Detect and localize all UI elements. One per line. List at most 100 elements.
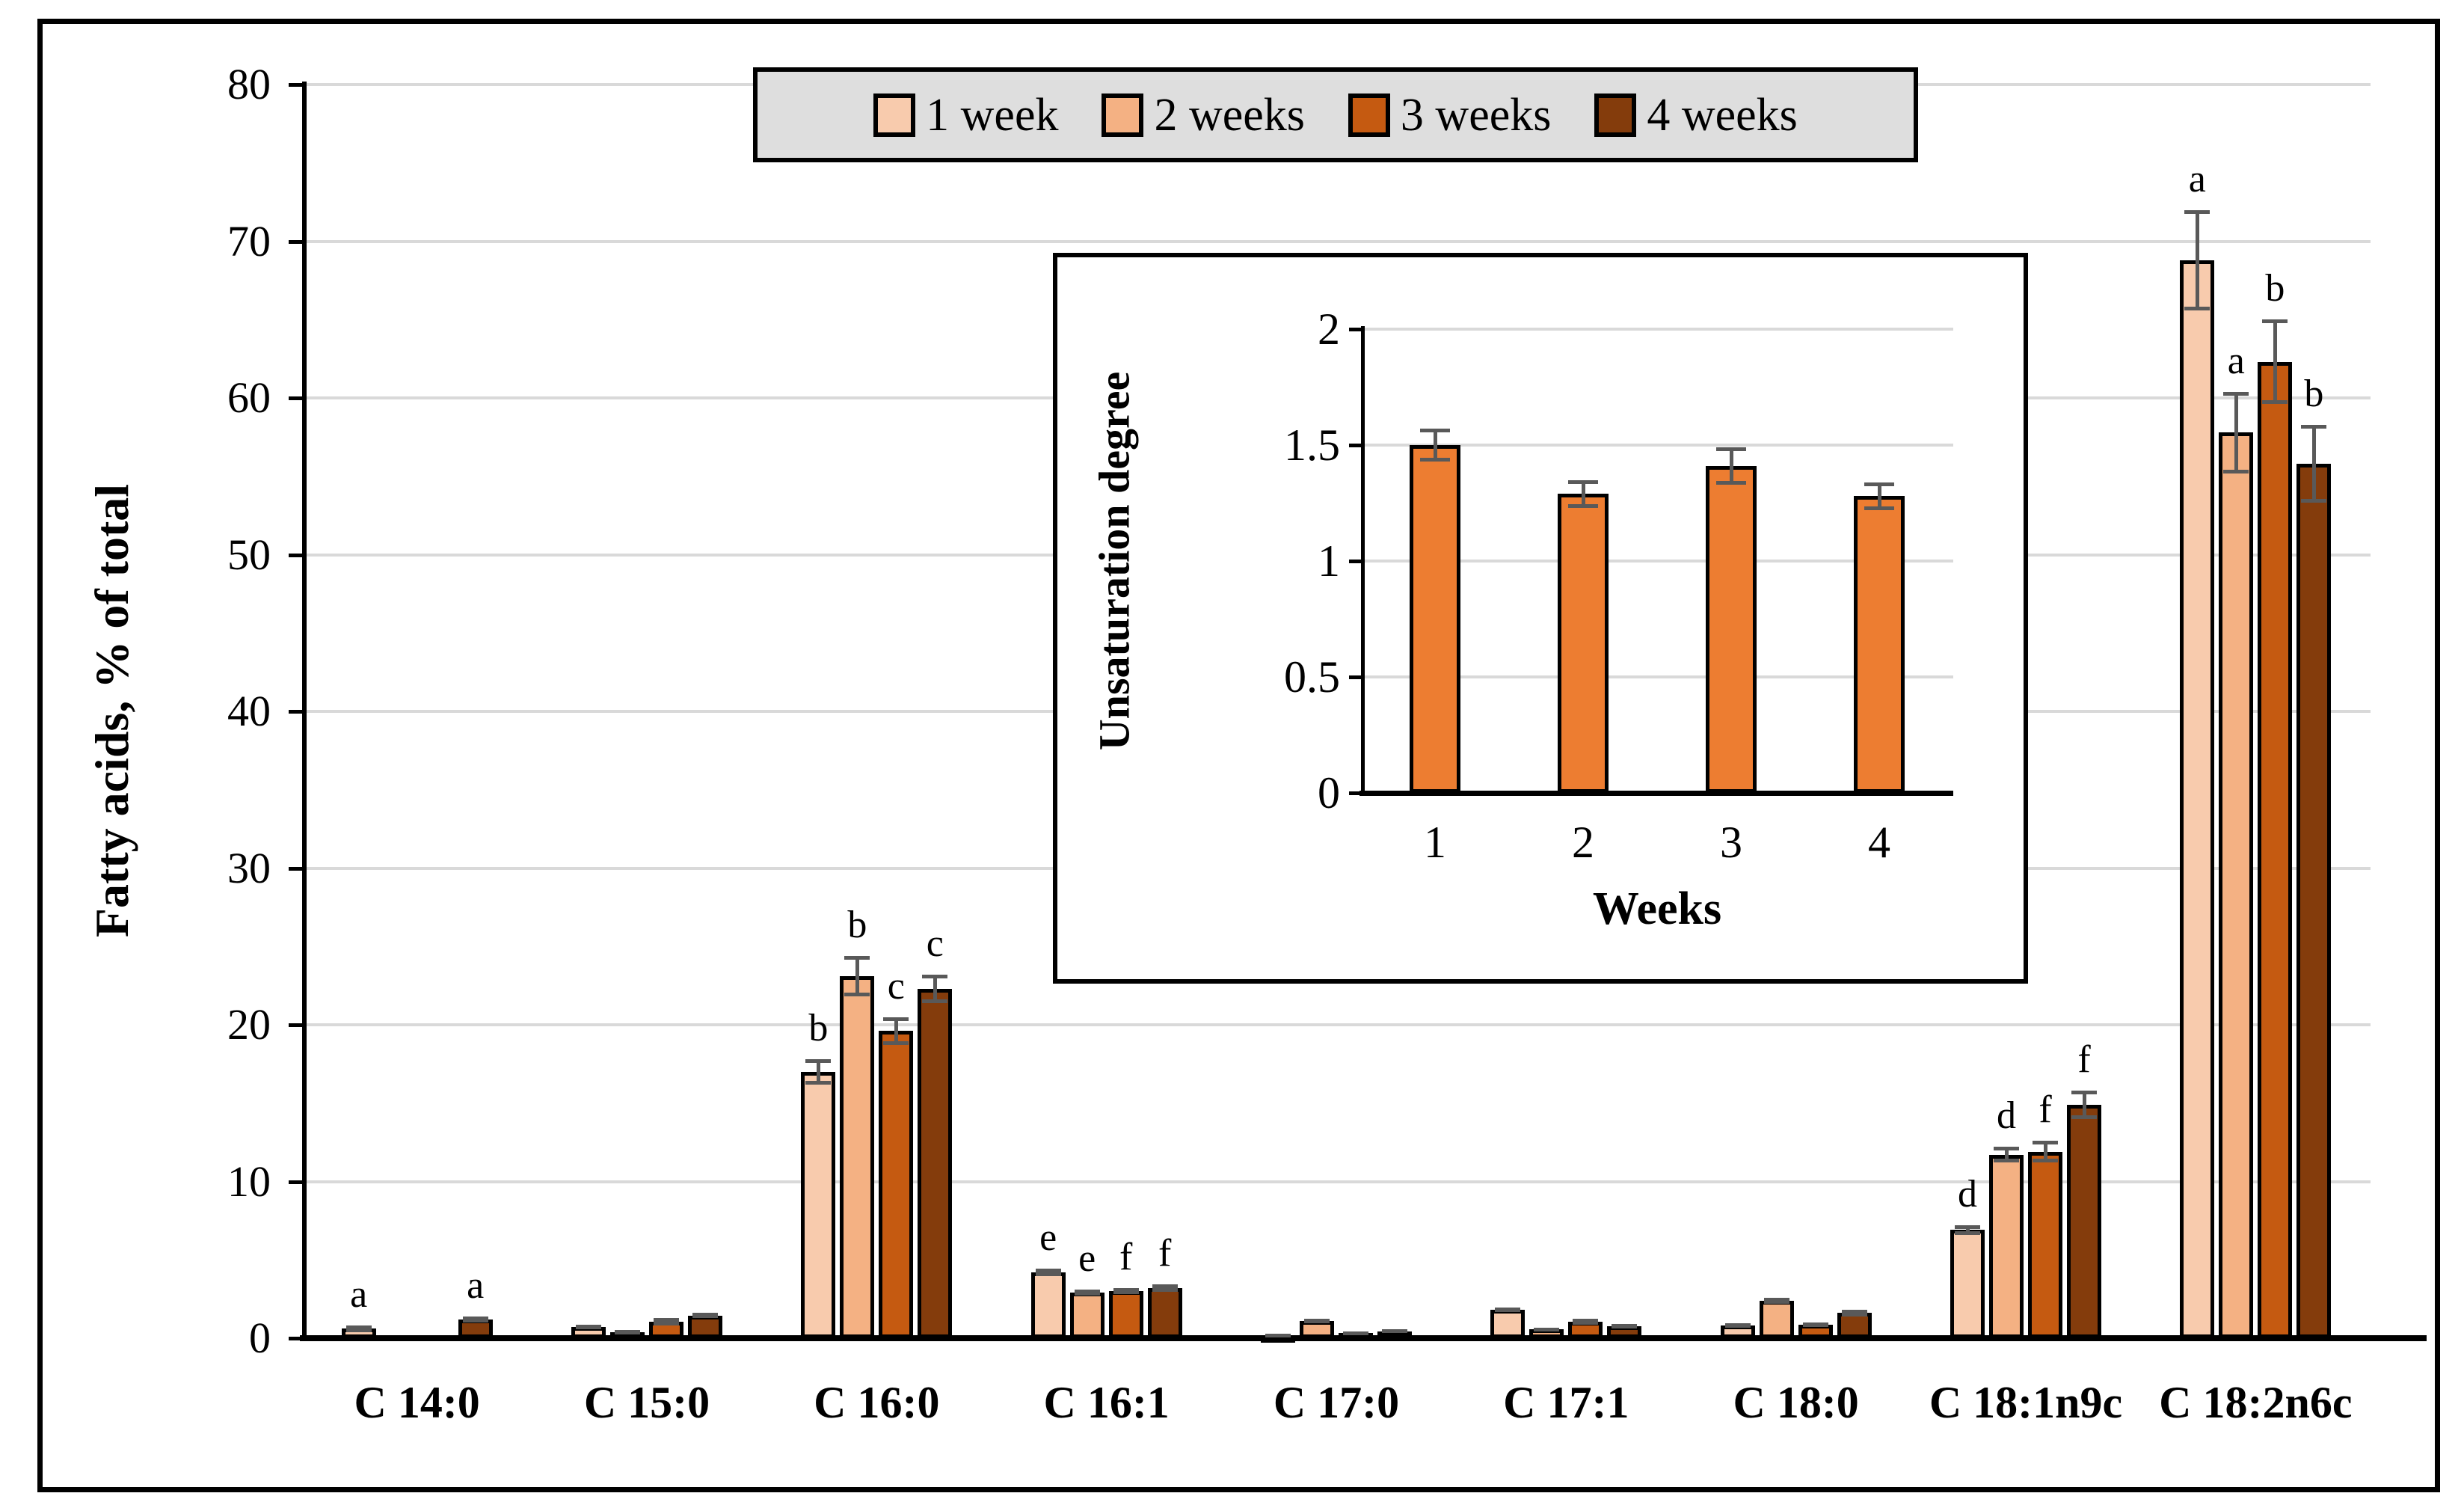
bar xyxy=(688,1315,722,1338)
legend-item: 3 weeks xyxy=(1348,92,1551,138)
inset-error-bar xyxy=(1581,479,1585,508)
error-bar-cap-bottom xyxy=(1841,1312,1867,1317)
error-bar xyxy=(664,1317,669,1326)
significance-letter: f xyxy=(1158,1231,1172,1275)
significance-letter: c xyxy=(887,964,905,1008)
inset-y-axis-line xyxy=(1361,326,1365,796)
inset-y-axis-tick xyxy=(1349,675,1361,679)
error-bar xyxy=(2082,1090,2086,1119)
error-bar-cap-top xyxy=(1994,1147,2019,1151)
inset-x-axis-title: Weeks xyxy=(1592,883,1722,934)
inset-error-bar-cap-top xyxy=(1864,482,1894,486)
legend-item: 2 weeks xyxy=(1102,92,1305,138)
error-bar-cap-bottom xyxy=(462,1319,488,1323)
gridline xyxy=(302,1023,2371,1026)
error-bar-cap-bottom xyxy=(1955,1230,1980,1235)
inset-bar xyxy=(1706,465,1757,793)
gridline xyxy=(302,239,2371,243)
error-bar-cap-bottom xyxy=(2071,1115,2097,1119)
bar xyxy=(2258,361,2293,1338)
inset-y-tick-label: 2 xyxy=(1318,304,1340,354)
legend-item: 4 weeks xyxy=(1594,89,1798,141)
category-label: C 15:0 xyxy=(583,1378,710,1427)
inset-y-tick-label: 1 xyxy=(1318,536,1340,586)
inset-y-tick-label: 1.5 xyxy=(1284,420,1340,470)
legend-label: 4 weeks xyxy=(1647,89,1798,141)
bar xyxy=(1030,1272,1066,1338)
significance-letter: e xyxy=(1039,1216,1057,1259)
significance-letter: a xyxy=(2227,339,2245,382)
error-bar-cap-top xyxy=(922,974,948,978)
gridline xyxy=(302,1180,2371,1183)
y-tick-label: 50 xyxy=(227,530,271,579)
main-y-axis-line xyxy=(302,82,307,1341)
error-bar xyxy=(2234,391,2238,473)
bar xyxy=(840,976,875,1338)
bar xyxy=(801,1071,836,1338)
error-bar xyxy=(855,955,859,997)
y-tick-label: 60 xyxy=(227,373,271,422)
inset-y-tick-label: 0 xyxy=(1318,768,1340,818)
significance-letter: b xyxy=(2304,372,2324,415)
error-bar xyxy=(2273,319,2277,405)
inset-error-bar xyxy=(1729,447,1733,485)
inset-bar xyxy=(1558,494,1609,793)
inset-y-axis-tick xyxy=(1349,328,1361,331)
bar xyxy=(2296,463,2332,1338)
error-bar-cap-bottom xyxy=(2184,306,2210,310)
error-bar xyxy=(1965,1225,1970,1235)
y-axis-tick xyxy=(289,1337,302,1340)
error-bar-cap-bottom xyxy=(1304,1320,1330,1324)
inset-y-axis-tick xyxy=(1349,444,1361,447)
y-axis-tick xyxy=(289,866,302,871)
y-tick-label: 0 xyxy=(249,1314,271,1362)
significance-letter: b xyxy=(2265,267,2285,310)
error-bar-cap-top xyxy=(883,1017,909,1021)
inset-error-bar-cap-bottom xyxy=(1716,480,1746,485)
significance-letter: f xyxy=(2077,1037,2091,1081)
category-label: C 16:1 xyxy=(1043,1378,1170,1427)
error-bar xyxy=(1046,1268,1051,1277)
y-tick-label: 70 xyxy=(227,216,271,266)
significance-letter: a xyxy=(2188,157,2206,200)
bar xyxy=(1147,1287,1182,1338)
inset-gridline xyxy=(1361,444,1953,447)
bar xyxy=(1837,1313,1872,1338)
error-bar xyxy=(2004,1147,2009,1163)
legend-label: 3 weeks xyxy=(1400,89,1552,141)
legend-swatch xyxy=(1594,93,1637,137)
inset-error-bar-cap-top xyxy=(1716,447,1746,452)
error-bar-cap-top xyxy=(1265,1333,1291,1337)
inset-y-axis-title-text: Unsaturation degree xyxy=(1090,371,1139,751)
bar xyxy=(1108,1291,1143,1338)
inset-x-axis-line xyxy=(1359,791,1953,796)
error-bar-cap-top xyxy=(1955,1225,1980,1230)
inset-error-bar-cap-bottom xyxy=(1420,457,1450,462)
main-y-axis-title-text: Fatty acids, % of total xyxy=(85,483,138,938)
significance-letter: b xyxy=(808,1007,829,1050)
bar xyxy=(879,1031,914,1338)
legend: 1 week 2 weeks 3 weeks 4 weeks xyxy=(753,67,1918,162)
significance-letter: f xyxy=(2039,1088,2052,1132)
error-bar-cap-top xyxy=(1763,1297,1789,1302)
y-axis-tick xyxy=(289,1180,302,1184)
bar xyxy=(1300,1320,1334,1338)
bar xyxy=(918,988,953,1338)
inset-error-bar-cap-top xyxy=(1420,429,1450,433)
error-bar-cap-top xyxy=(654,1317,679,1322)
category-label: C 14:0 xyxy=(354,1378,480,1427)
error-bar-cap-top xyxy=(2033,1141,2058,1145)
error-bar-cap-bottom xyxy=(576,1325,601,1329)
y-tick-label: 30 xyxy=(227,843,271,892)
y-axis-tick xyxy=(289,83,302,87)
error-bar xyxy=(816,1059,820,1085)
inset-error-bar-cap-top xyxy=(1568,479,1598,484)
error-bar-cap-top xyxy=(2262,319,2288,324)
error-bar-cap-top xyxy=(805,1059,832,1064)
inset-y-tick-label: 0.5 xyxy=(1284,652,1340,702)
legend-item: 1 week xyxy=(873,92,1058,138)
error-bar-cap-bottom xyxy=(844,993,870,997)
significance-letter: e xyxy=(1078,1237,1096,1281)
bar xyxy=(2067,1104,2101,1338)
inset-gridline xyxy=(1361,560,1953,563)
